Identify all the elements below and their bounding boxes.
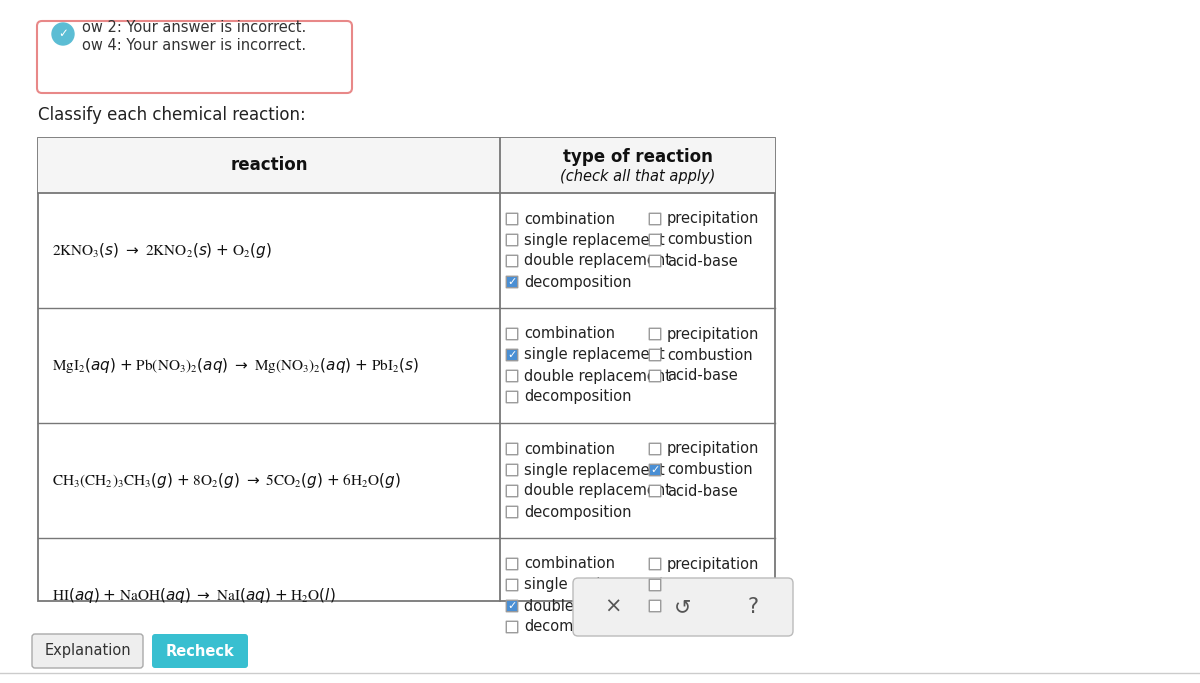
Text: double replacement: double replacement [524, 484, 671, 499]
Text: precipitation: precipitation [667, 212, 760, 227]
FancyBboxPatch shape [649, 486, 661, 497]
FancyBboxPatch shape [506, 464, 517, 476]
Text: double replacement: double replacement [524, 369, 671, 383]
FancyBboxPatch shape [649, 329, 661, 339]
Text: single replacement: single replacement [524, 578, 665, 592]
Text: combination: combination [524, 557, 616, 572]
FancyBboxPatch shape [649, 579, 661, 591]
Text: ✓: ✓ [508, 277, 517, 287]
Text: precipitation: precipitation [667, 557, 760, 572]
Text: ow 4: Your answer is incorrect.: ow 4: Your answer is incorrect. [82, 38, 306, 53]
Text: (check all that apply): (check all that apply) [560, 169, 715, 184]
FancyBboxPatch shape [152, 634, 248, 668]
Text: $\mathregular{2KNO_3}$$(s)$ $\rightarrow$ $\mathregular{2KNO_2}$$(s)$ $+$ $\math: $\mathregular{2KNO_3}$$(s)$ $\rightarrow… [52, 241, 272, 260]
Text: acid-base: acid-base [667, 253, 738, 268]
FancyBboxPatch shape [506, 506, 517, 518]
Text: acid-base: acid-base [667, 369, 738, 383]
Text: precipitation: precipitation [667, 326, 760, 342]
FancyBboxPatch shape [506, 600, 517, 612]
FancyBboxPatch shape [506, 213, 517, 225]
Text: Classify each chemical reaction:: Classify each chemical reaction: [38, 106, 306, 124]
Text: ✓: ✓ [508, 350, 517, 360]
Text: ?: ? [748, 597, 758, 617]
Text: type of reaction: type of reaction [563, 148, 713, 166]
Text: ×: × [605, 597, 622, 617]
FancyBboxPatch shape [37, 21, 352, 93]
FancyBboxPatch shape [506, 234, 517, 246]
Text: ↺: ↺ [674, 597, 691, 617]
Text: precipitation: precipitation [667, 441, 760, 456]
Text: combination: combination [524, 212, 616, 227]
Text: Recheck: Recheck [166, 643, 234, 658]
Text: double replacement: double replacement [524, 598, 671, 613]
Text: decomposition: decomposition [524, 505, 631, 520]
Text: decomposition: decomposition [524, 619, 631, 635]
Text: ow 2: Your answer is incorrect.: ow 2: Your answer is incorrect. [82, 20, 306, 35]
FancyBboxPatch shape [649, 443, 661, 455]
Text: combustion: combustion [667, 232, 752, 247]
FancyBboxPatch shape [649, 255, 661, 267]
FancyBboxPatch shape [649, 234, 661, 246]
FancyBboxPatch shape [649, 349, 661, 361]
FancyBboxPatch shape [506, 391, 517, 403]
FancyBboxPatch shape [506, 622, 517, 632]
Text: single replacement: single replacement [524, 232, 665, 247]
Text: ✓: ✓ [650, 465, 660, 475]
Text: combustion: combustion [667, 462, 752, 477]
Text: decomposition: decomposition [524, 389, 631, 404]
FancyBboxPatch shape [506, 558, 517, 570]
FancyBboxPatch shape [506, 486, 517, 497]
Bar [38, 138, 775, 601]
Circle shape [52, 23, 74, 45]
FancyBboxPatch shape [649, 370, 661, 382]
Text: combination: combination [524, 441, 616, 456]
Text: $\mathregular{CH_3(CH_2)_3CH_3}$$(g)$ $+$ $\mathregular{8O_2}$$(g)$ $\rightarrow: $\mathregular{CH_3(CH_2)_3CH_3}$$(g)$ $+… [52, 471, 401, 490]
Text: $\mathregular{HI}$$(aq)$ $+$ $\mathregular{NaOH}$$(aq)$ $\rightarrow$ $\mathregu: $\mathregular{HI}$$(aq)$ $+$ $\mathregul… [52, 586, 336, 605]
FancyBboxPatch shape [506, 579, 517, 591]
FancyBboxPatch shape [506, 277, 517, 288]
Text: decomposition: decomposition [524, 275, 631, 290]
FancyBboxPatch shape [506, 349, 517, 361]
FancyBboxPatch shape [506, 329, 517, 339]
Text: ✓: ✓ [58, 27, 68, 40]
Text: Explanation: Explanation [44, 643, 131, 658]
FancyBboxPatch shape [649, 213, 661, 225]
Text: combustion: combustion [667, 348, 752, 363]
Text: double replacement: double replacement [524, 253, 671, 268]
Text: $\mathregular{MgI_2}$$(aq)$ $+$ $\mathregular{Pb(NO_3)_2}$$(aq)$ $\rightarrow$ $: $\mathregular{MgI_2}$$(aq)$ $+$ $\mathre… [52, 356, 419, 375]
Text: single replacement: single replacement [524, 348, 665, 363]
Bar [38, 138, 775, 193]
FancyBboxPatch shape [32, 634, 143, 668]
FancyBboxPatch shape [649, 600, 661, 612]
FancyBboxPatch shape [506, 255, 517, 267]
Text: single replacement: single replacement [524, 462, 665, 477]
FancyBboxPatch shape [649, 464, 661, 476]
Text: reaction: reaction [230, 156, 307, 174]
Text: combustion: combustion [667, 578, 752, 592]
Text: acid-base: acid-base [667, 598, 738, 613]
FancyBboxPatch shape [649, 558, 661, 570]
Text: combination: combination [524, 326, 616, 342]
FancyBboxPatch shape [506, 443, 517, 455]
FancyBboxPatch shape [574, 578, 793, 636]
Text: ✓: ✓ [508, 601, 517, 611]
Text: acid-base: acid-base [667, 484, 738, 499]
FancyBboxPatch shape [506, 370, 517, 382]
